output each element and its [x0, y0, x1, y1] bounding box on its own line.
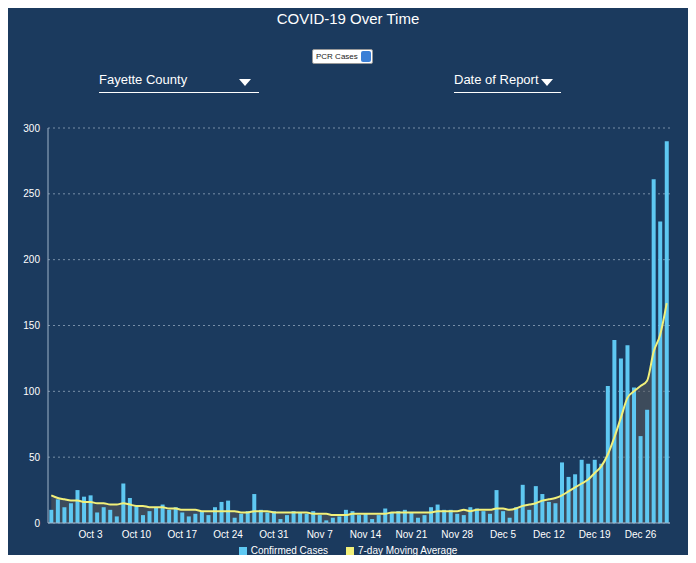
svg-text:Nov 14: Nov 14 — [350, 529, 382, 540]
svg-text:Oct 24: Oct 24 — [213, 529, 243, 540]
svg-text:Oct 10: Oct 10 — [122, 529, 152, 540]
svg-text:0: 0 — [34, 518, 40, 529]
svg-text:Dec 5: Dec 5 — [490, 529, 517, 540]
html-text:Date of Report: Date of Report — [454, 72, 539, 87]
svg-text:Dec 26: Dec 26 — [625, 529, 657, 540]
svg-text:Oct 31: Oct 31 — [259, 529, 289, 540]
svg-text:250: 250 — [23, 188, 40, 199]
html-text:7-day Moving Average: 7-day Moving Average — [358, 545, 458, 556]
svg-text:Nov 28: Nov 28 — [441, 529, 473, 540]
html-text:PCR Cases: PCR Cases — [316, 52, 358, 61]
svg-text:50: 50 — [29, 452, 41, 463]
svg-text:Dec 19: Dec 19 — [579, 529, 611, 540]
html-text:Fayette County: Fayette County — [99, 72, 188, 87]
svg-text:Dec 12: Dec 12 — [533, 529, 565, 540]
svg-text:150: 150 — [23, 320, 40, 331]
html-text:Confirmed Cases: Confirmed Cases — [250, 545, 328, 556]
svg-text:Oct 3: Oct 3 — [79, 529, 103, 540]
svg-text:100: 100 — [23, 386, 40, 397]
svg-text:300: 300 — [23, 123, 40, 134]
svg-text:200: 200 — [23, 254, 40, 265]
svg-text:Oct 17: Oct 17 — [167, 529, 197, 540]
svg-text:Nov 21: Nov 21 — [396, 529, 428, 540]
html-text:COVID-19 Over Time: COVID-19 Over Time — [276, 10, 420, 27]
svg-text:Nov 7: Nov 7 — [307, 529, 334, 540]
